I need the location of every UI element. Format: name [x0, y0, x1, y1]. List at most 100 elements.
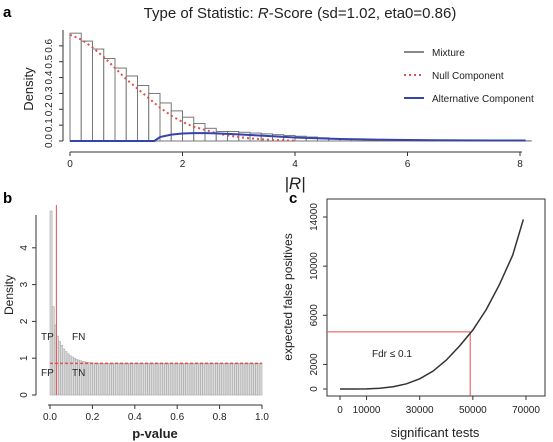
- chart-b-bar: [191, 363, 195, 396]
- chart-b-bar: [206, 363, 210, 396]
- chart-a-bar: [80, 40, 93, 142]
- chart-b-xtick-label: 0.6: [170, 412, 184, 423]
- chart-b-bar: [64, 351, 68, 396]
- annotation-tp: TP: [41, 332, 54, 343]
- chart-b-xtick-label: 0.8: [213, 412, 227, 423]
- chart-a-legend: Mixture Null Component Alternative Compo…: [404, 48, 534, 105]
- annotation-fn: FN: [72, 332, 85, 343]
- chart-a-xlabel: |R|: [284, 174, 305, 193]
- chart-b-bar: [244, 363, 248, 396]
- chart-b-bar: [121, 363, 125, 396]
- chart-b-bar: [126, 363, 129, 396]
- panel-b: 0 1 2 3 4 0.0 0.2 0.4 0.6 0.8 1.0 Density p-value…: [2, 205, 269, 441]
- chart-b-bar: [227, 363, 231, 396]
- chart-b-bar: [92, 362, 95, 396]
- chart-b-bar: [255, 363, 259, 396]
- chart-b-bar: [130, 363, 133, 396]
- chart-b-bar: [136, 363, 140, 396]
- chart-c-xtick-label: 70000: [512, 405, 540, 416]
- chart-b-bar: [208, 363, 212, 396]
- chart-b-bar: [179, 363, 182, 396]
- chart-c-ytick-label: 14000: [309, 203, 320, 231]
- chart-b-bar: [149, 363, 153, 396]
- chart-b-bar: [251, 363, 254, 396]
- chart-b-bar: [111, 363, 114, 396]
- chart-b-xtick-label: 1.0: [255, 412, 269, 423]
- chart-a-xtick-label: 6: [405, 159, 411, 170]
- chart-a-bar: [204, 127, 217, 142]
- chart-a-bar: [92, 48, 105, 142]
- panel-a: Type of Statistic: R-Score (sd=1.02, eta…: [21, 5, 534, 193]
- chart-c-y-ticks: 0 2000 6000 10000 14000: [309, 203, 327, 392]
- chart-b-ylabel: Density: [2, 275, 16, 315]
- chart-c-xtick-label: 0: [337, 405, 343, 416]
- chart-a-ytick-label: 0.1: [44, 118, 55, 132]
- chart-b-y-ticks: 0 1 2 3 4: [19, 245, 36, 398]
- chart-b-bar: [102, 363, 106, 396]
- chart-b-bar: [253, 363, 256, 396]
- chart-b-bar: [159, 363, 163, 396]
- chart-b-ytick-label: 0: [19, 392, 30, 398]
- chart-b-bar: [257, 363, 261, 396]
- chart-b-bar: [166, 363, 170, 396]
- legend-label-alternative: Alternative Component: [432, 94, 534, 105]
- chart-b-bar: [174, 363, 178, 396]
- chart-b-bar: [145, 363, 148, 396]
- chart-b-bar: [58, 341, 61, 396]
- chart-a-bar: [148, 92, 161, 142]
- legend-label-mixture: Mixture: [432, 48, 465, 59]
- chart-a-ytick-label: 0.4: [44, 70, 55, 84]
- chart-b-bar: [204, 363, 208, 396]
- chart-b-bar: [248, 363, 252, 396]
- chart-b-xlabel: p-value: [132, 426, 178, 441]
- chart-c-ytick-label: 0: [309, 386, 320, 392]
- chart-a-alternative-curve: [70, 132, 526, 142]
- chart-b-bar: [215, 363, 218, 396]
- chart-b-bar: [200, 363, 203, 396]
- chart-b-bar: [157, 363, 161, 396]
- chart-b-bar: [140, 363, 144, 396]
- chart-c-frame: [326, 198, 546, 397]
- chart-b-bar: [223, 363, 227, 396]
- chart-a-y-ticks: 0.0 0.1 0.2 0.3 0.4 0.5 0.6: [44, 38, 63, 148]
- chart-a-x-ticks: 0 2 4 6 8: [67, 152, 523, 170]
- chart-a-xtick-label: 8: [517, 159, 523, 170]
- chart-b-bar: [68, 355, 72, 396]
- chart-b-bar: [202, 363, 206, 396]
- chart-b-bar: [242, 363, 246, 396]
- annotation-fp: FP: [41, 368, 54, 379]
- chart-b-ytick-label: 3: [19, 281, 30, 287]
- chart-a-bar: [182, 116, 195, 142]
- panel-c: 0 2000 6000 10000 14000 0 10000 30000 50000 7000…: [281, 198, 546, 440]
- chart-a-bar: [103, 58, 116, 142]
- panel-label-c: c: [289, 190, 297, 207]
- chart-b-bar: [123, 363, 127, 396]
- chart-b-bar: [109, 363, 112, 396]
- chart-b-xtick-label: 0.4: [128, 412, 142, 423]
- legend-label-null: Null Component: [432, 71, 504, 82]
- chart-b-bar: [132, 363, 136, 396]
- chart-a-bar: [137, 85, 150, 142]
- chart-b-bar: [49, 210, 53, 396]
- chart-b-ytick-label: 1: [19, 355, 30, 361]
- chart-b-bar: [113, 363, 117, 396]
- chart-b-bar: [164, 363, 167, 396]
- chart-b-bar: [198, 363, 201, 396]
- chart-b-bar: [117, 363, 121, 396]
- chart-b-bar: [236, 363, 239, 396]
- chart-c-ytick-label: 6000: [309, 304, 320, 327]
- chart-b-bar: [60, 345, 64, 396]
- chart-b-bar: [142, 363, 146, 396]
- chart-b-bar: [106, 363, 110, 396]
- chart-b-bar: [210, 363, 214, 396]
- chart-a-null-curve: [69, 33, 296, 142]
- chart-b-bar: [155, 363, 159, 396]
- chart-b-ytick-label: 2: [19, 318, 30, 324]
- chart-b-bar: [195, 363, 199, 396]
- chart-a-ytick-label: 0.5: [44, 54, 55, 68]
- chart-a-bar: [69, 32, 82, 142]
- chart-c-xtick-label: 10000: [353, 405, 381, 416]
- chart-c-annotation: Fdr ≤ 0.1: [372, 349, 412, 360]
- chart-b-bar: [128, 363, 131, 396]
- chart-b-bar: [98, 363, 102, 396]
